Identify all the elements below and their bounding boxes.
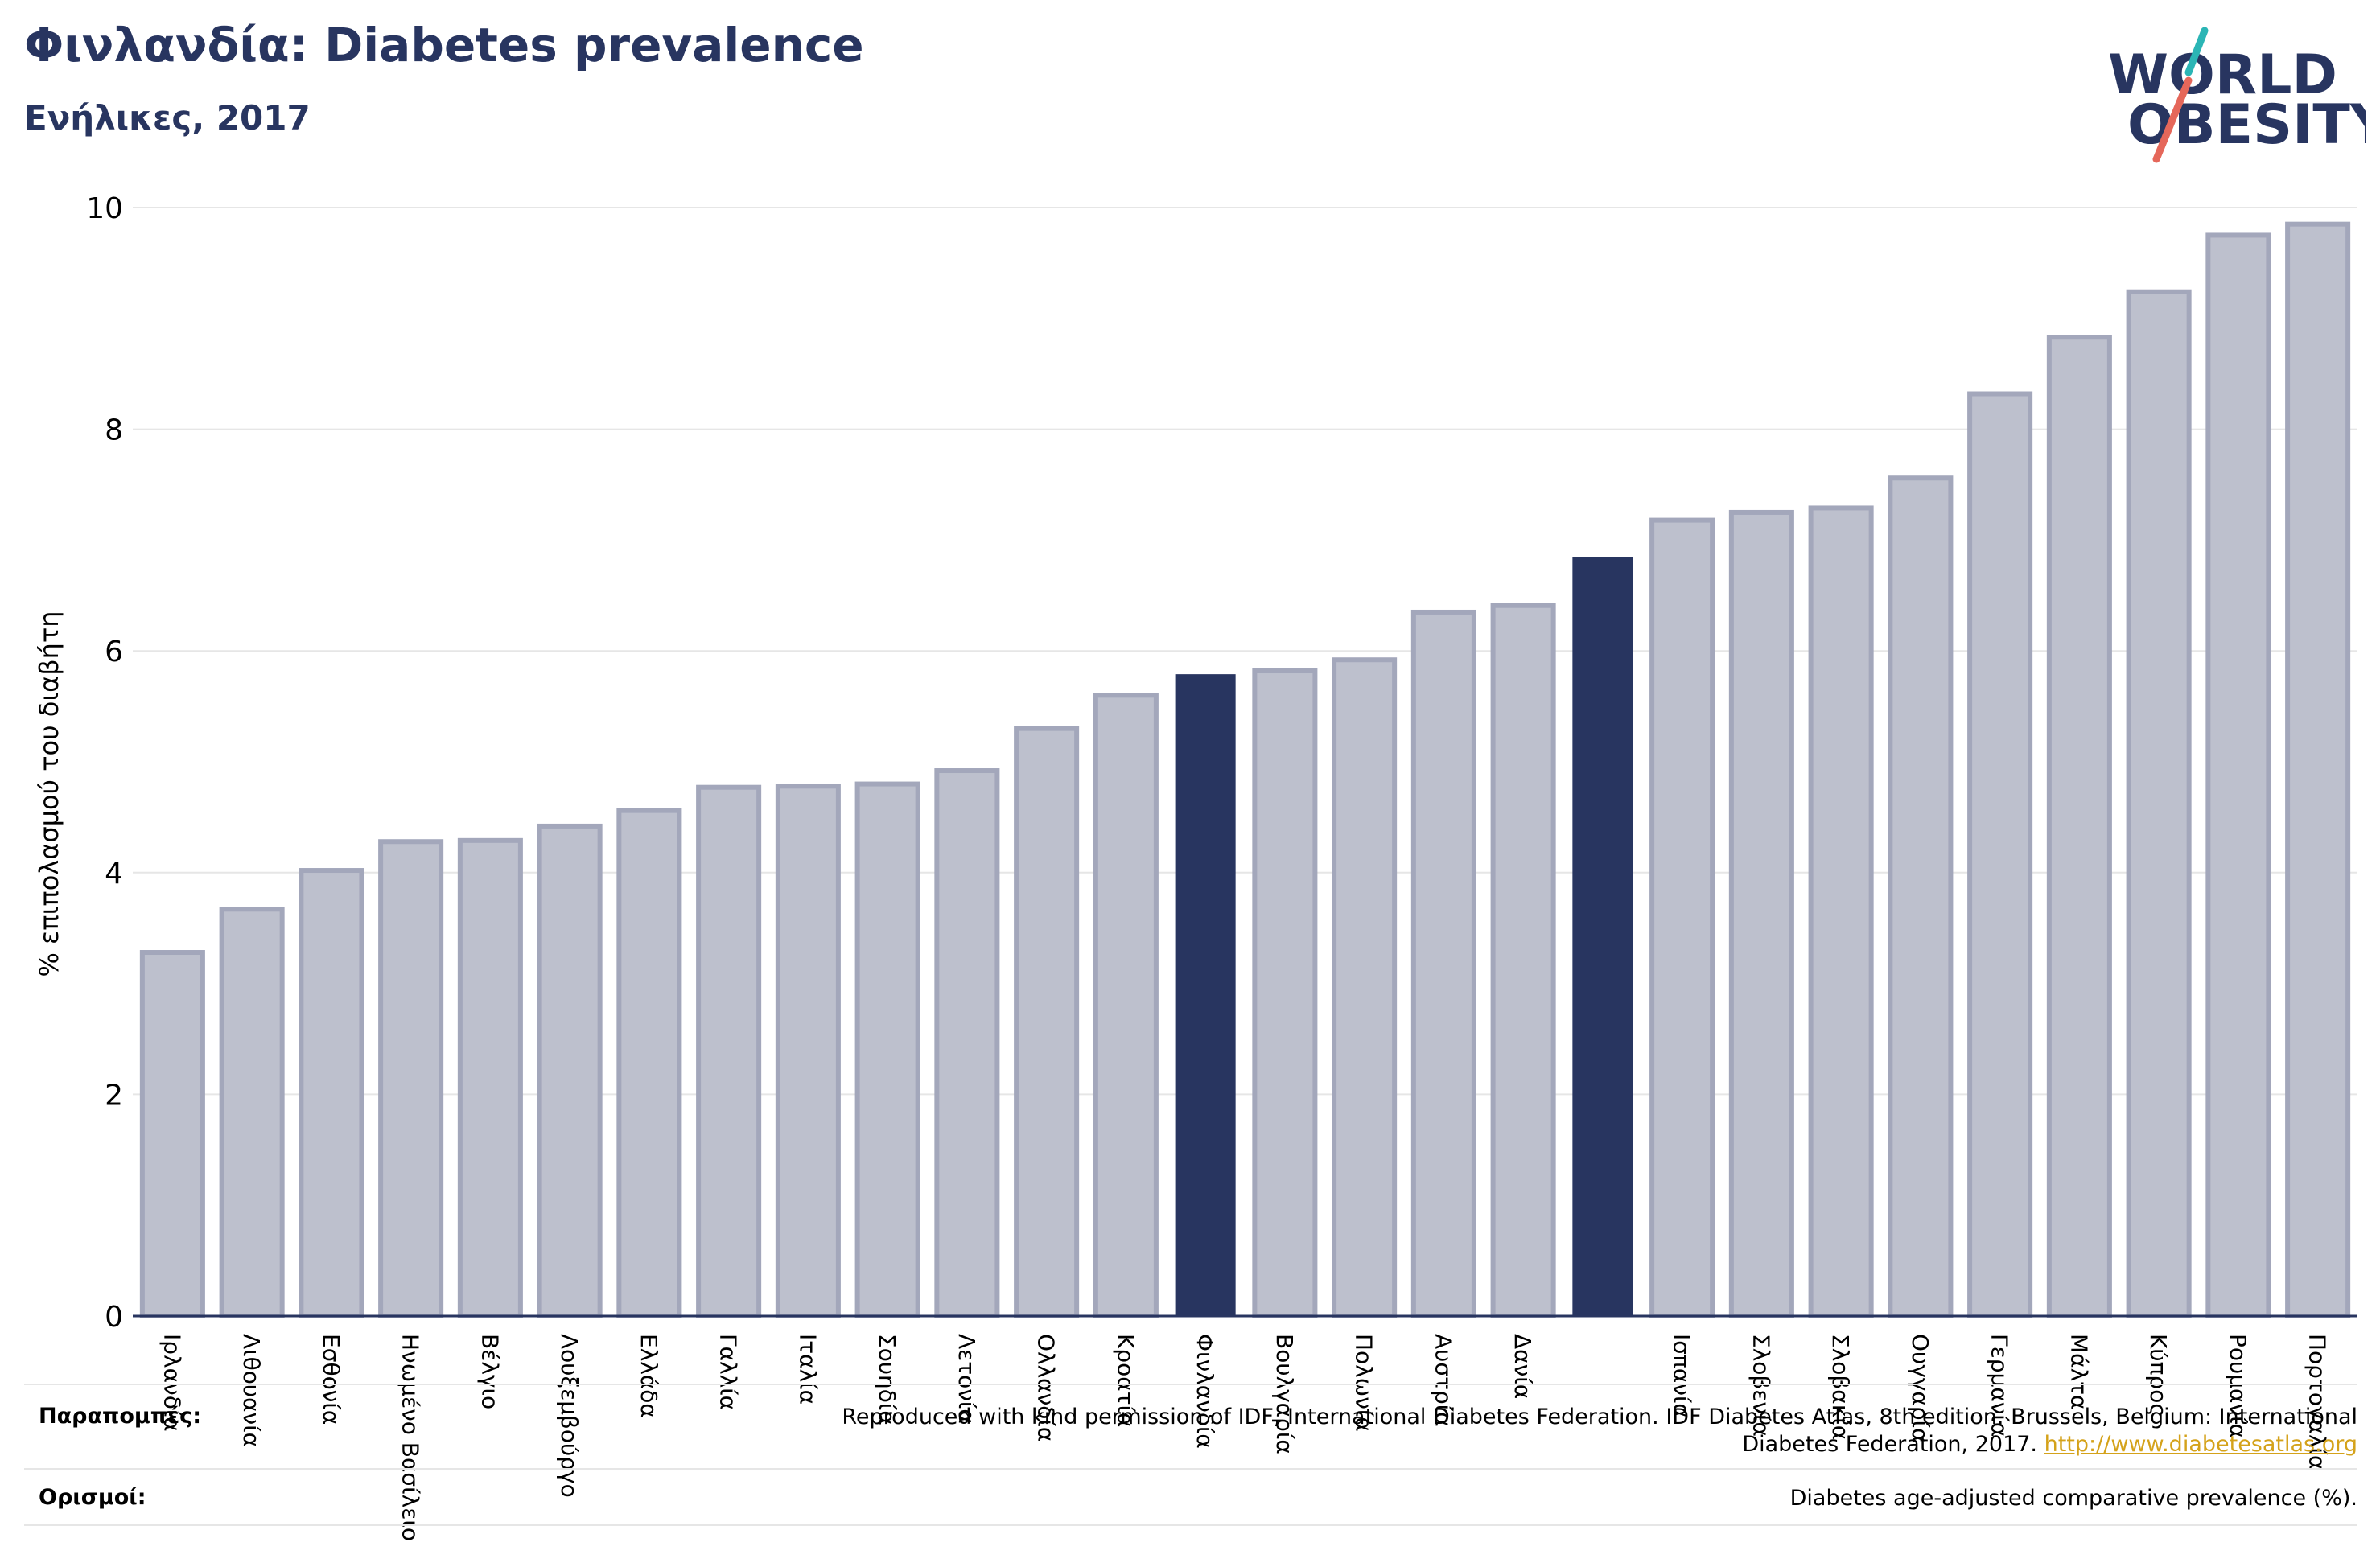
bar (219, 907, 285, 1319)
x-tick-label: Σουηδία (874, 1334, 900, 1425)
x-tick-label: Ελλάδα (636, 1334, 662, 1418)
bar (1808, 505, 1874, 1318)
x-tick-label: Μάλτα (2065, 1334, 2092, 1410)
bar (854, 781, 920, 1318)
bar (378, 839, 444, 1318)
y-tick-label: 6 (105, 635, 123, 668)
bar (1093, 693, 1159, 1318)
bar-layer (139, 221, 2351, 1319)
bar (2205, 232, 2271, 1319)
bar-highlighted (1175, 674, 1236, 1316)
x-tick-label: Γερμανία (1987, 1334, 2013, 1437)
references-line2-text: Diabetes Federation, 2017. (1742, 1432, 2038, 1457)
definitions-row: Ορισμοί: Diabetes age-adjusted comparati… (24, 1485, 2357, 1525)
chart-title: Φινλανδία: Diabetes prevalence (24, 18, 864, 72)
definitions-text: Diabetes age-adjusted comparative preval… (1789, 1486, 2357, 1511)
x-tick-label: Λετονία (953, 1334, 980, 1424)
bar-highlighted (1572, 557, 1633, 1316)
bar (1014, 726, 1080, 1318)
x-tick-label: Κύπρος (2145, 1334, 2172, 1417)
x-tick-label: Πολωνία (1351, 1334, 1377, 1432)
x-tick-label: Ολλανδία (1033, 1334, 1060, 1442)
bar (1728, 509, 1794, 1318)
x-tick-label: Ισπανία (1669, 1334, 1695, 1418)
y-tick-label: 10 (86, 192, 123, 225)
x-tick-label: Βέλγιο (476, 1334, 503, 1409)
x-tick-label: Εσθονία (318, 1334, 344, 1425)
x-tick-label: Ιρλανδία (159, 1334, 185, 1432)
y-tick-label: 4 (105, 858, 123, 890)
x-tick-label: Ιταλία (794, 1334, 821, 1405)
y-axis-label: % επιπολασμού του διαβήτη (34, 611, 64, 977)
x-tick-label: Σλοβακία (1827, 1334, 1854, 1440)
bar (1490, 603, 1556, 1318)
bar (1649, 517, 1715, 1318)
bar (696, 784, 762, 1318)
x-tick-label: Αυστρία (1430, 1334, 1456, 1427)
definitions-label: Ορισμοί: (39, 1485, 146, 1510)
chart-subtitle: Ενήλικες, 2017 (24, 98, 311, 138)
bar (775, 784, 841, 1318)
references-line2: Diabetes Federation, 2017. http://www.di… (842, 1431, 2357, 1458)
bar (2046, 335, 2112, 1319)
x-tick-label: Λουξεμβούργο (556, 1334, 583, 1498)
references-link[interactable]: http://www.diabetesatlas.org (2044, 1432, 2357, 1457)
references-line1: Reproduced with kind permission of IDF, … (842, 1405, 2357, 1429)
x-tick-label: Ουγγαρία (1907, 1334, 1933, 1443)
bar (2285, 221, 2351, 1318)
bar (457, 837, 523, 1318)
bar (139, 950, 205, 1318)
logo-slash-bottom (2152, 76, 2193, 163)
label-layer: 0 2 4 6 8 10 Ιρλανδία Λιθουανία Εσθονία Ηνωμένο Β… (34, 192, 2331, 1541)
footer-divider (24, 1384, 2357, 1385)
x-tick-label: Βουλγαρία (1271, 1334, 1298, 1454)
bar (299, 868, 364, 1318)
bar (616, 808, 682, 1318)
x-tick-label: Γαλλία (715, 1334, 742, 1410)
bar (1888, 475, 1954, 1318)
x-tick-label: Δανία (1509, 1334, 1536, 1399)
footer-divider-2 (24, 1468, 2357, 1470)
x-tick-label: Κροατία (1112, 1334, 1139, 1428)
x-tick-label: Πορτογαλία (2304, 1334, 2331, 1470)
y-tick-label: 2 (105, 1079, 123, 1112)
bar (2126, 289, 2192, 1318)
bar (1410, 609, 1476, 1318)
references-row: Παραπομπές: Reproduced with kind permiss… (24, 1404, 2357, 1468)
x-tick-label: Λιθουανία (238, 1334, 265, 1447)
footer-divider-3 (24, 1524, 2357, 1526)
logo-slash-top (2184, 27, 2209, 76)
logo-line1: WORLD (2108, 43, 2337, 107)
x-tick-label: Ρουμανία (2225, 1334, 2251, 1438)
references-label: Παραπομπές: (39, 1404, 201, 1429)
bar (1967, 391, 2033, 1318)
bar (1332, 657, 1398, 1318)
references-text: Reproduced with kind permission of IDF, … (842, 1404, 2357, 1458)
y-tick-label: 0 (105, 1301, 123, 1334)
bar (537, 823, 603, 1318)
bar (1252, 668, 1318, 1318)
x-tick-label: Φινλανδία (1192, 1334, 1218, 1449)
world-obesity-logo: WORLD OBESITY (2108, 27, 2366, 163)
x-tick-label: Ηνωμένο Βασίλειο (397, 1334, 424, 1541)
bar (934, 768, 1000, 1318)
y-tick-label: 8 (105, 414, 123, 447)
